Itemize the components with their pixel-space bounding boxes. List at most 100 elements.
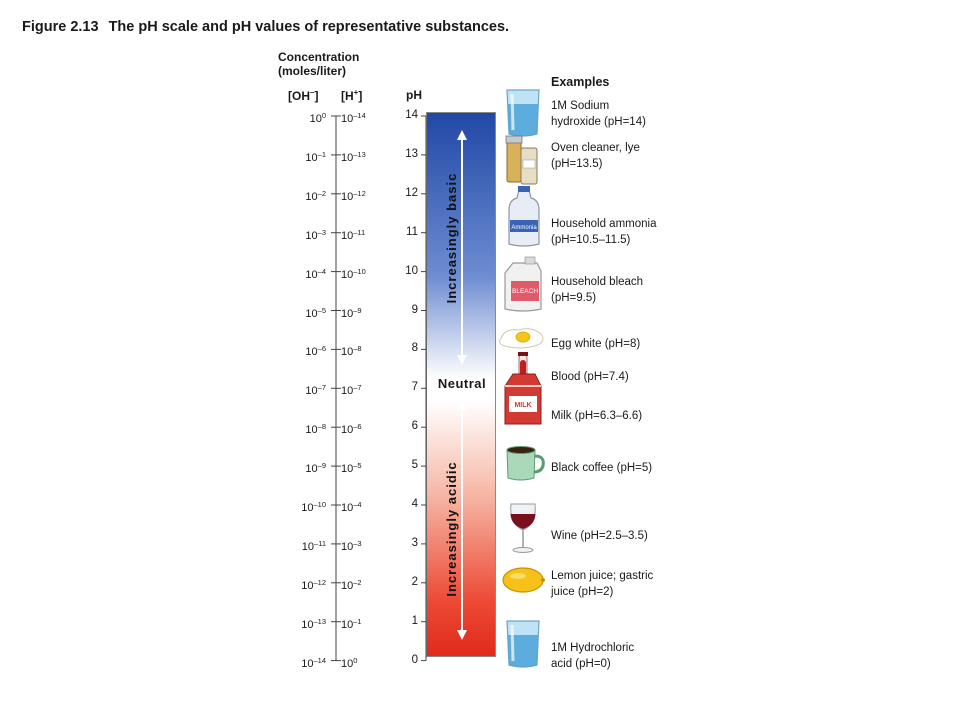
oh-exponent: –2 [317, 188, 326, 198]
oh-base: 10 [301, 657, 314, 670]
neutral-label: Neutral [437, 376, 487, 391]
oven-cleaner-icon [505, 135, 538, 185]
h-base: 10 [341, 502, 354, 514]
h-base: 10 [341, 385, 354, 398]
ph-value-label: 10 [405, 264, 418, 277]
oh-concentration-label: 10–5 [278, 305, 326, 320]
beaker-icon [506, 620, 540, 668]
h-base: 10 [341, 657, 354, 670]
h-base: 10 [341, 424, 354, 437]
concentration-header: Concentration (moles/liter) [278, 50, 359, 78]
oh-base: 10 [309, 113, 322, 125]
example-text: acid (pH=0) [551, 658, 611, 670]
oh-concentration-label: 100 [278, 110, 326, 125]
h-concentration-label: 10–7 [341, 382, 401, 397]
oh-column-header: [OH–] [288, 88, 318, 103]
concentration-header-line2: (moles/liter) [278, 64, 347, 78]
h-column-close: ] [358, 89, 363, 103]
h-concentration-label: 10–10 [341, 266, 401, 281]
egg-icon [499, 328, 544, 349]
acidic-arrow [457, 400, 467, 640]
example-text: (pH=10.5–11.5) [551, 234, 631, 246]
oh-column-label: [OH [288, 89, 310, 103]
oh-concentration-label: 10–10 [278, 499, 326, 514]
oh-exponent: –6 [317, 344, 326, 354]
ph-value-label: 0 [411, 653, 418, 666]
h-exponent: –10 [353, 266, 366, 276]
example-item: Oven cleaner, lye (pH=13.5) [551, 140, 640, 172]
example-item: Wine (pH=2.5–3.5) [551, 528, 648, 544]
oh-concentration-label: 10–1 [278, 149, 326, 164]
oh-base: 10 [305, 229, 318, 242]
example-text: Oven cleaner, lye [551, 142, 640, 154]
lemon-icon [502, 567, 545, 593]
h-exponent: –3 [353, 538, 362, 548]
oh-base: 10 [305, 385, 318, 398]
h-base: 10 [341, 540, 354, 553]
h-concentration-label: 10–12 [341, 188, 401, 203]
oh-concentration-label: 10–8 [278, 421, 326, 436]
figure-number: Figure 2.13 [22, 19, 99, 35]
h-concentration-label: 10–13 [341, 149, 401, 164]
ph-value-label: 14 [405, 109, 418, 121]
h-base: 10 [341, 463, 354, 476]
figure-caption: The pH scale and pH values of representa… [108, 19, 510, 35]
bleach-label-text: BLEACH [512, 288, 538, 295]
h-exponent: –2 [353, 577, 362, 587]
ph-value-label: 3 [411, 536, 418, 549]
oh-column-close: ] [314, 89, 319, 103]
oh-base: 10 [305, 268, 318, 281]
oh-concentration-label: 10–6 [278, 343, 326, 358]
coffee-mug-icon [506, 446, 545, 481]
example-item: Blood (pH=7.4) [551, 369, 629, 385]
ph-value-label: 7 [411, 381, 418, 394]
oh-exponent: –14 [313, 655, 326, 665]
h-concentration-label: 100 [341, 655, 401, 670]
example-item: Milk (pH=6.3–6.6) [551, 408, 642, 424]
h-exponent: –6 [353, 422, 362, 432]
oh-base: 10 [305, 346, 318, 359]
example-text: Household bleach [551, 276, 644, 288]
oh-concentration-label: 10–11 [278, 538, 326, 553]
oh-exponent: –5 [317, 305, 326, 315]
h-base: 10 [341, 151, 354, 164]
oh-exponent: –1 [317, 149, 326, 159]
examples-title: Examples [551, 75, 610, 89]
h-concentration-label: 10–6 [341, 421, 401, 436]
oh-exponent: 0 [321, 111, 326, 120]
example-text: Lemon juice; gastric [551, 570, 654, 582]
bleach-jug-icon: BLEACH [504, 256, 542, 312]
example-item: 1M Sodium hydroxide (pH=14) [551, 98, 646, 130]
h-base: 10 [341, 113, 354, 125]
h-column-header: [H+] [341, 88, 362, 103]
ammonia-jug-icon: Ammonia [508, 186, 540, 247]
oh-base: 10 [305, 151, 318, 164]
h-exponent: –1 [353, 616, 362, 626]
ph-value-label: 1 [411, 614, 418, 627]
h-exponent: –14 [353, 111, 366, 120]
ph-value-label: 2 [411, 575, 418, 588]
oh-concentration-label: 10–9 [278, 460, 326, 475]
oh-column-sup: – [310, 88, 315, 97]
h-concentration-label: 10–14 [341, 110, 401, 125]
ph-value-label: 5 [411, 459, 418, 472]
figure-title: Figure 2.13 The pH scale and pH values of… [22, 19, 509, 35]
ph-value-label: 11 [406, 225, 418, 238]
oh-exponent: –10 [313, 500, 326, 509]
h-base: 10 [341, 307, 354, 320]
h-exponent: –4 [353, 500, 362, 509]
oh-concentration-label: 10–4 [278, 266, 326, 281]
oh-concentration-label: 10–14 [278, 655, 326, 670]
ph-value-label: 4 [411, 498, 418, 510]
wine-glass-icon [510, 503, 536, 553]
example-item: Egg white (pH=8) [551, 336, 640, 352]
oh-exponent: –12 [313, 577, 326, 587]
example-text: (pH=9.5) [551, 292, 597, 304]
oh-base: 10 [301, 618, 314, 631]
h-exponent: –11 [353, 227, 366, 237]
oh-base: 10 [305, 190, 318, 203]
h-base: 10 [341, 268, 354, 281]
oh-base: 10 [305, 424, 318, 437]
example-item: 1M Hydrochloric acid (pH=0) [551, 640, 634, 672]
oh-exponent: –11 [314, 538, 326, 548]
